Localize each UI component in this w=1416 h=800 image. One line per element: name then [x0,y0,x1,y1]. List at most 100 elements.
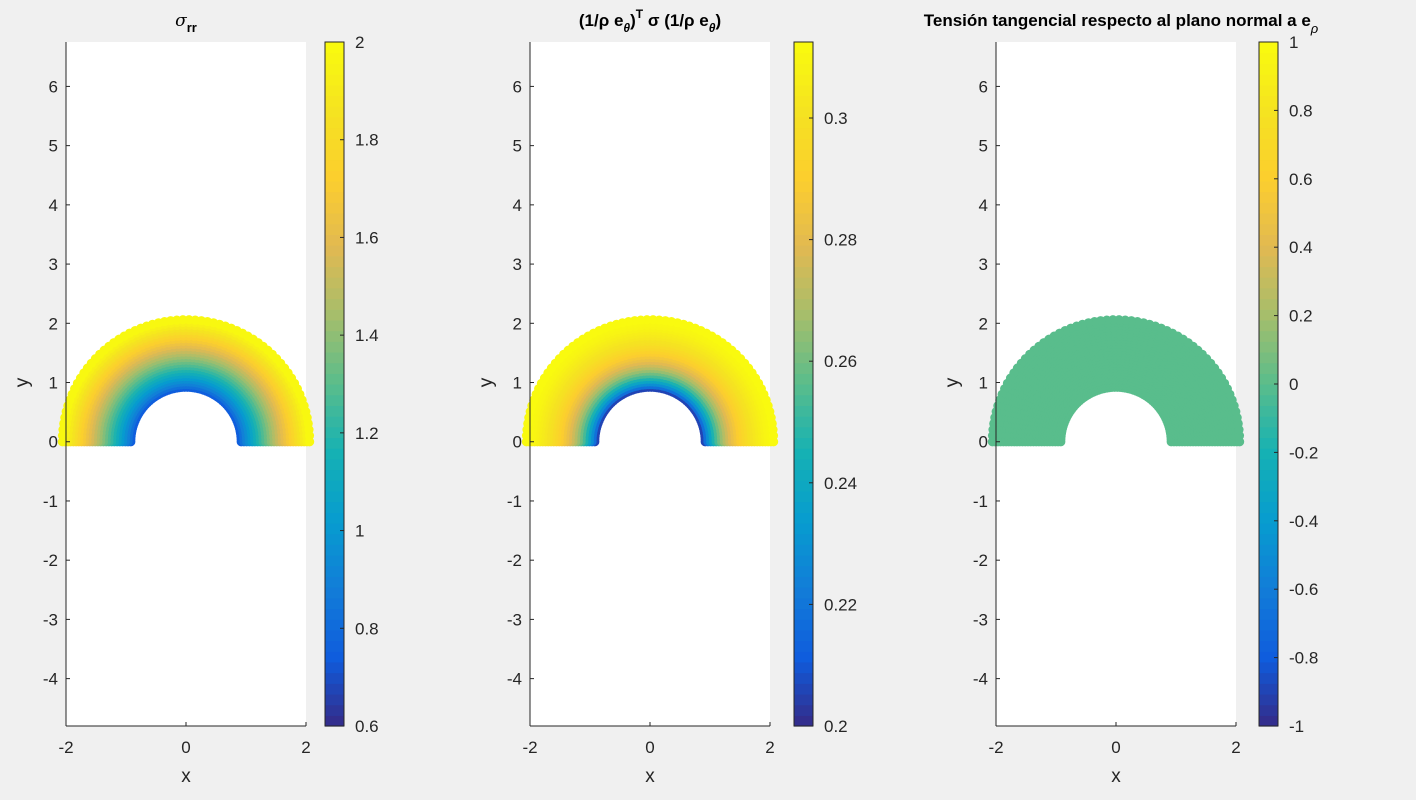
colorbar-segment [794,693,813,706]
colorbar-segment [794,362,813,374]
colorbar-segment [325,512,344,524]
colorbar-segment [325,351,344,364]
colorbar-segment [794,42,813,54]
y-tick-label: -4 [507,670,522,689]
colorbar-segment [325,544,344,556]
colorbar: 0.30.280.260.240.220.2 [793,41,857,736]
y-tick-label: -2 [507,551,522,570]
colorbar-segment [325,608,344,620]
y-tick-label: 5 [49,137,58,156]
colorbar-segment [325,170,344,182]
x-axis-label: x [181,766,191,787]
colorbar-segment [794,341,813,353]
colorbar-segment [325,362,344,374]
y-tick-label: 4 [49,196,58,215]
colorbar-tick-label: 2 [355,33,364,52]
colorbar-segment [794,127,813,139]
x-axis-label: x [645,766,655,787]
colorbar-segment [325,522,344,535]
colorbar-segment [325,180,344,193]
colorbar-tick-label: 1.4 [355,326,379,345]
colorbar-tick-label: 0.6 [355,717,379,736]
x-tick-label: 0 [181,738,190,757]
colorbar-segment [794,640,813,652]
colorbar-segment [794,63,813,75]
colorbar-segment [325,683,344,695]
colorbar-segment [794,277,813,289]
colorbar-segment [325,95,344,107]
title-symbol: σ [175,11,187,31]
colorbar-segment [794,191,813,203]
colorbar-segment [794,384,813,396]
colorbar-segment [325,640,344,652]
colorbar-segment [325,458,344,471]
colorbar-segment [794,159,813,171]
colorbar-segment [794,330,813,342]
y-axis-label: y [476,377,497,387]
colorbar-segment [794,704,813,716]
colorbar-segment [325,74,344,86]
colorbar-segment [325,287,344,300]
colorbar-segment [794,587,813,599]
colorbar-segment [794,84,813,97]
colorbar-segment [794,202,813,214]
colorbar-segment [794,715,813,727]
colorbar-segment [794,394,813,406]
colorbar-segment [794,608,813,620]
title-part-3: ) [715,11,721,30]
colorbar-segment [794,95,813,107]
colorbar-segment [325,555,344,567]
colorbar-segment [794,213,813,225]
colorbar-segment [325,106,344,118]
colorbar-segment [794,287,813,300]
colorbar-segment [794,490,813,503]
colorbar-tick-label: 1.6 [355,228,379,247]
colorbar-segment [794,683,813,695]
title-subscript: rr [187,20,197,35]
colorbar-segment [794,319,813,332]
colorbar-segment [325,255,344,268]
colorbar-segment [794,266,813,278]
colorbar-segment [325,661,344,674]
colorbar-tick-label: 1.8 [355,131,379,150]
colorbar-segment [325,715,344,727]
y-tick-label: 1 [49,374,58,393]
colorbar-segment [325,565,344,577]
colorbar-segment [794,148,813,161]
colorbar-segment [325,490,344,503]
colorbar-segment [325,127,344,139]
colorbar-segment [325,533,344,545]
colorbar-segment [794,52,813,64]
y-tick-label: -1 [43,492,58,511]
colorbar-segment [325,42,344,54]
colorbar-segment [794,223,813,235]
y-tick-label: 6 [513,77,522,96]
colorbar-segment [325,426,344,439]
colorbar-segment [794,298,813,310]
colorbar-frame [324,41,345,727]
colorbar-segment [794,448,813,460]
colorbar-segment [325,448,344,460]
colorbar-segment [325,341,344,353]
colorbar-tick-label: 0.22 [824,595,857,614]
colorbar-segment [794,480,813,492]
colorbar-segment [794,416,813,428]
colorbar-segment [794,138,813,150]
colorbar-tick-label: 0.2 [824,717,848,736]
colorbar-segment [325,629,344,642]
colorbar-segment [794,255,813,268]
colorbar: 21.81.61.41.210.80.6 [324,33,379,736]
colorbar-segment [325,394,344,406]
colorbar-segment [794,74,813,86]
colorbar-segment [794,544,813,556]
y-tick-label: 6 [49,77,58,96]
colorbar-segment [325,587,344,599]
colorbar-segment [325,298,344,310]
colorbar-segment [325,469,344,481]
colorbar-segment [325,84,344,97]
x-tick-label: 2 [765,738,774,757]
colorbar-segment [325,405,344,417]
